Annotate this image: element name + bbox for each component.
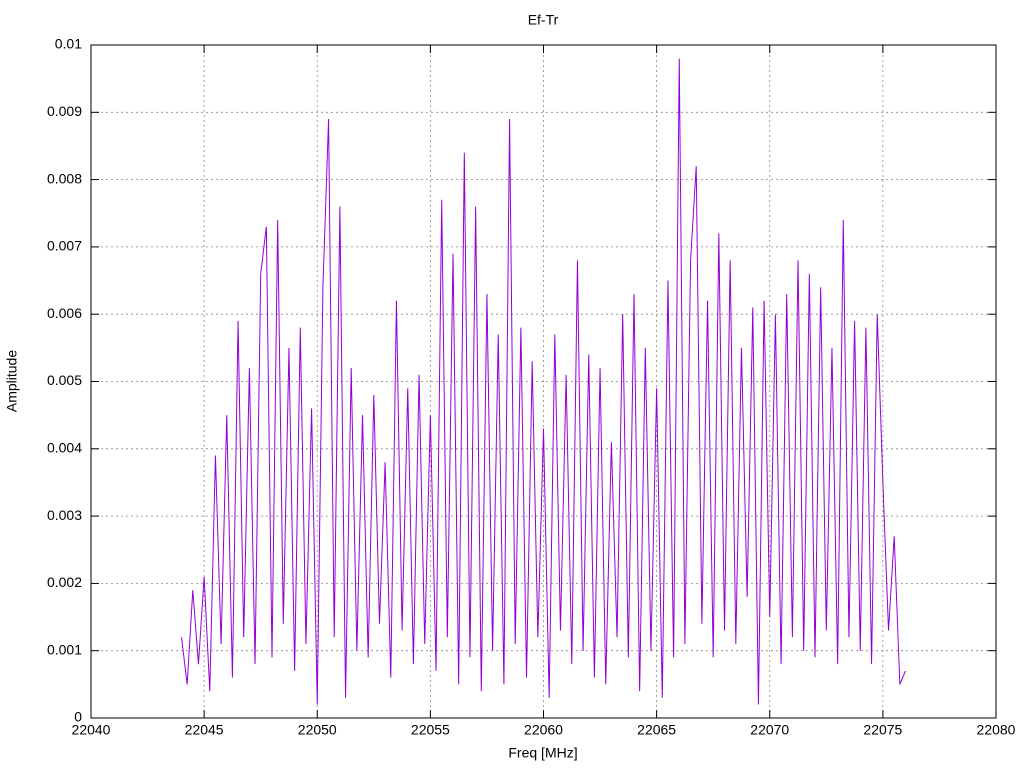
series-line — [181, 58, 906, 705]
x-tick-label: 22070 — [750, 722, 789, 738]
x-tick-label: 22040 — [72, 722, 111, 738]
y-tick-label: 0 — [74, 709, 82, 725]
x-tick-label: 22075 — [863, 722, 902, 738]
y-tick-label: 0.009 — [47, 103, 82, 119]
y-axis-label: Amplitude — [4, 350, 20, 412]
x-tick-label: 22055 — [411, 722, 450, 738]
x-tick-label: 22060 — [524, 722, 563, 738]
y-tick-label: 0.003 — [47, 507, 82, 523]
x-tick-label: 22050 — [298, 722, 337, 738]
y-tick-label: 0.004 — [47, 440, 82, 456]
y-tick-label: 0.001 — [47, 641, 82, 657]
x-tick-label: 22065 — [637, 722, 676, 738]
y-tick-label: 0.006 — [47, 305, 82, 321]
y-tick-label: 0.005 — [47, 372, 82, 388]
y-tick-label: 0.01 — [55, 36, 82, 52]
y-tick-label: 0.008 — [47, 170, 82, 186]
y-tick-label: 0.002 — [47, 574, 82, 590]
plot-border — [90, 44, 997, 719]
x-tick-label: 22080 — [977, 722, 1016, 738]
y-tick-label: 0.007 — [47, 238, 82, 254]
chart-title: Ef-Tr — [528, 12, 559, 28]
x-tick-label: 22045 — [185, 722, 224, 738]
x-axis-label: Freq [MHz] — [508, 745, 577, 761]
